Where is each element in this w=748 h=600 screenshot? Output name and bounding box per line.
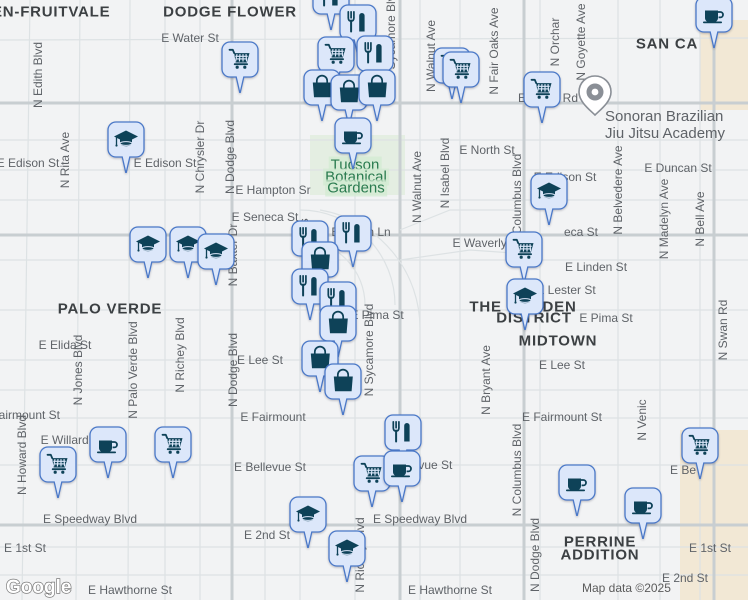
- svg-text:Google: Google: [6, 578, 71, 598]
